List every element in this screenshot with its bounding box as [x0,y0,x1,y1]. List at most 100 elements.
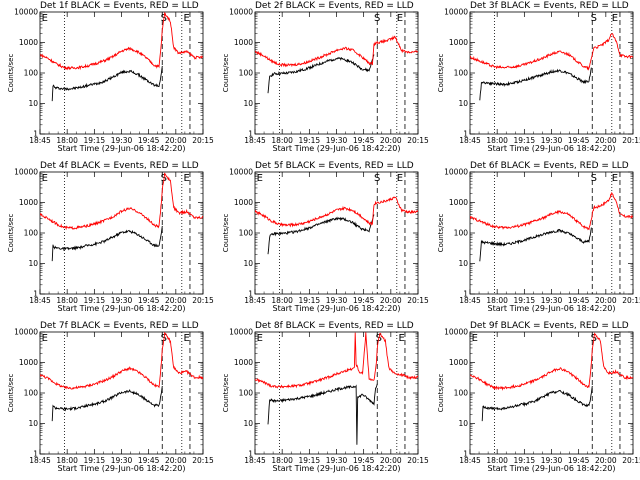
y-axis-label: Counts/sec [222,214,230,253]
events-series-line [479,227,592,262]
x-tick-label: 19:15 [299,456,321,465]
x-tick-label: 18:00 [271,136,293,145]
x-tick-label: 19:15 [299,296,321,305]
y-tick-label: 1 [463,450,468,459]
events-series-line [267,383,378,445]
event-marker-label: E [183,13,189,24]
x-tick-label: 18:45 [244,296,266,305]
y-tick-label: 100 [454,389,469,398]
x-tick-label: 20:00 [595,136,617,145]
y-tick-label: 100 [454,69,469,78]
x-tick-label: 18:45 [29,456,51,465]
x-tick-label: 19:30 [111,296,133,305]
y-axis-label: Counts/sec [437,54,445,93]
lld-series-line [470,191,633,231]
y-tick-label: 100 [24,389,39,398]
y-tick-label: 1000 [449,198,468,207]
x-axis-label: Start Time (29-Jun-06 18:42:20) [273,144,401,153]
y-tick-label: 1 [248,290,253,299]
event-marker-label: E [257,173,263,184]
series-group [255,35,418,94]
y-tick-label: 10000 [444,328,468,337]
x-tick-label: 19:15 [84,456,106,465]
x-tick-label: 19:15 [514,456,536,465]
x-tick-label: 19:30 [111,136,133,145]
y-tick-label: 1 [248,130,253,139]
chart-panel-1: Det 1f BLACK = Events, RED = LLD 1 10 100 10… [7,1,214,153]
y-tick-label: 1000 [19,358,38,367]
event-marker-label: E [397,173,403,184]
x-tick-label: 19:15 [514,296,536,305]
y-tick-label: 100 [239,389,254,398]
chart-title: Det 4f BLACK = Events, RED = LLD [40,161,199,171]
series-group [470,332,633,422]
x-tick-label: 18:45 [244,136,266,145]
x-tick-label: 20:15 [622,296,640,305]
x-tick-label: 20:00 [165,136,187,145]
event-marker-label: S [374,173,380,184]
x-axis-label: Start Time (29-Jun-06 18:42:20) [58,304,186,313]
x-tick-label: 19:30 [541,296,563,305]
x-tick-label: 18:00 [486,456,508,465]
lld-series-line [470,332,633,391]
event-marker-label: E [42,173,48,184]
y-axis-label: Counts/sec [222,54,230,93]
y-tick-label: 10 [243,99,253,108]
lld-series-line [40,12,203,71]
lld-series-line [255,332,418,389]
chart-title: Det 1f BLACK = Events, RED = LLD [40,1,199,11]
event-marker-label: E [612,173,618,184]
y-tick-label: 10 [458,419,468,428]
event-marker-label: E [257,333,263,344]
y-tick-label: 1000 [234,38,253,47]
y-axis-label: Counts/sec [437,374,445,413]
y-tick-label: 10000 [229,328,253,337]
event-marker-label: S [591,13,597,24]
x-tick-label: 20:00 [380,456,402,465]
x-tick-label: 19:15 [514,136,536,145]
y-tick-label: 10000 [14,168,38,177]
chart-title: Det 5f BLACK = Events, RED = LLD [255,161,414,171]
x-tick-label: 19:45 [138,456,160,465]
x-tick-label: 20:15 [407,296,429,305]
x-tick-label: 18:00 [271,456,293,465]
events-series-line [267,54,375,94]
events-series-line [51,225,163,262]
x-tick-label: 19:30 [326,296,348,305]
y-tick-label: 10 [458,99,468,108]
x-tick-label: 18:00 [271,296,293,305]
chart-title: Det 6f BLACK = Events, RED = LLD [470,161,629,171]
chart-title: Det 8f BLACK = Events, RED = LLD [255,321,414,331]
y-tick-label: 1000 [19,198,38,207]
y-tick-label: 10000 [229,8,253,17]
y-tick-label: 1000 [19,38,38,47]
y-tick-label: 1000 [234,358,253,367]
x-tick-label: 20:00 [595,456,617,465]
chart-title: Det 7f BLACK = Events, RED = LLD [40,321,199,331]
event-marker-label: E [183,173,189,184]
x-tick-label: 20:00 [380,136,402,145]
x-tick-label: 20:15 [192,136,214,145]
lld-series-line [255,35,418,68]
y-tick-label: 1 [33,130,38,139]
x-tick-label: 19:45 [138,136,160,145]
chart-panel-4: Det 4f BLACK = Events, RED = LLD 1 10 100 10… [7,161,214,313]
x-tick-label: 20:15 [192,296,214,305]
y-tick-label: 1 [33,450,38,459]
series-group [255,196,418,255]
x-tick-label: 19:15 [84,136,106,145]
y-tick-label: 100 [24,69,39,78]
y-tick-label: 10 [243,419,253,428]
y-tick-label: 1000 [449,38,468,47]
series-group [40,12,203,102]
events-series-line [51,65,163,102]
x-tick-label: 18:45 [459,456,481,465]
event-marker-label: S [591,173,597,184]
event-marker-label: E [398,333,404,344]
chart-panel-8: Det 8f BLACK = Events, RED = LLD 1 10 100 10… [222,321,429,473]
chart-panel-7: Det 7f BLACK = Events, RED = LLD 1 10 100 10… [7,321,214,473]
events-series-line [51,385,163,422]
x-tick-label: 19:45 [568,136,590,145]
x-tick-label: 18:00 [486,136,508,145]
x-tick-label: 19:30 [111,456,133,465]
